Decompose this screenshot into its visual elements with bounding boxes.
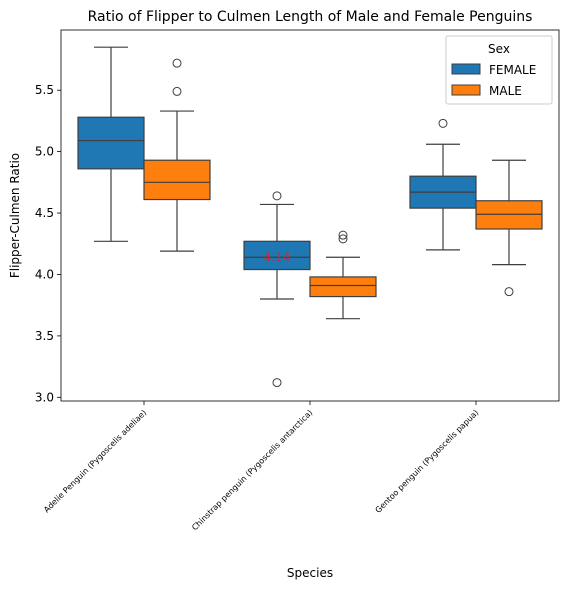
outlier-point (338, 234, 348, 244)
box-iqr (77, 116, 145, 170)
y-tick-label: 3.5 (35, 329, 54, 343)
box-male-0 (143, 58, 211, 252)
box-iqr (309, 276, 377, 298)
y-tick-label: 5.0 (35, 145, 54, 159)
x-axis-label: Species (287, 566, 333, 580)
legend-title: Sex (488, 42, 510, 56)
annotation-layer: 4.14 (264, 250, 291, 264)
outlier-point (438, 118, 448, 128)
box-iqr (475, 200, 543, 230)
y-tick-label: 4.0 (35, 267, 54, 281)
box-female-0 (77, 46, 145, 242)
outlier-point (338, 230, 348, 240)
y-tick-label: 5.5 (35, 83, 54, 97)
box-iqr (143, 159, 211, 201)
y-axis-label: Flipper-Culmen Ratio (8, 153, 22, 278)
median-annotation: 4.14 (264, 250, 291, 264)
box-iqr (243, 240, 311, 271)
box-female-2 (409, 118, 477, 251)
box-layer (77, 46, 543, 388)
legend-label-male: MALE (489, 84, 522, 98)
outlier-point (272, 378, 282, 388)
box-male-1 (309, 230, 377, 320)
box-male-2 (475, 159, 543, 297)
box-female-1 (243, 191, 311, 388)
y-axis: 3.0 3.5 4.0 4.5 5.0 5.5 (35, 83, 61, 404)
y-tick-label: 3.0 (35, 390, 54, 404)
legend-swatch-female (451, 63, 481, 75)
outlier-point (504, 287, 514, 297)
legend-label-female: FEMALE (489, 63, 536, 77)
legend-swatch-male (451, 84, 481, 96)
outlier-point (272, 191, 282, 201)
legend: Sex FEMALE MALE (445, 35, 553, 105)
chart-title: Ratio of Flipper to Culmen Length of Mal… (88, 9, 533, 25)
outlier-point (172, 58, 182, 68)
outlier-point (172, 86, 182, 96)
y-tick-label: 4.5 (35, 206, 54, 220)
